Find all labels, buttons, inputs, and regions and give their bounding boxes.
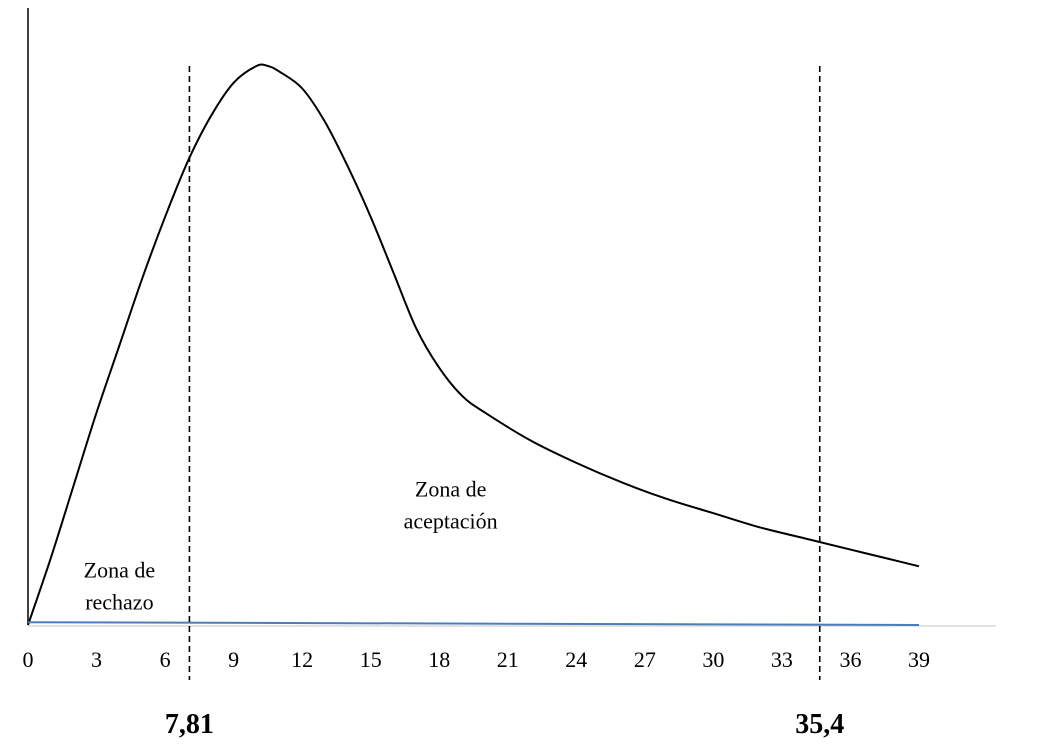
x-tick-label: 33 (771, 647, 793, 672)
zone-label-line: Zona de (84, 557, 155, 582)
axes (28, 8, 996, 626)
critical-lines: 7,81 35,4 (165, 66, 844, 740)
series-group (28, 65, 919, 625)
baseline-series (28, 622, 919, 625)
x-tick-label: 36 (839, 647, 861, 672)
acceptance-zone-label: Zona de aceptación (404, 476, 498, 533)
rejection-zone-label: Zona de rechazo (84, 557, 155, 614)
zone-annotations: Zona de rechazo Zona de aceptación (84, 476, 498, 614)
x-tick-label: 9 (228, 647, 239, 672)
x-tick-label: 30 (702, 647, 724, 672)
x-tick-label: 27 (634, 647, 656, 672)
zone-label-line: Zona de (415, 476, 486, 501)
x-tick-label: 24 (565, 647, 587, 672)
x-tick-label: 6 (160, 647, 171, 672)
x-tick-label: 21 (497, 647, 519, 672)
zone-label-line: rechazo (85, 589, 153, 614)
x-tick-label: 18 (428, 647, 450, 672)
zone-label-line: aceptación (404, 508, 498, 533)
x-tick-label: 0 (23, 647, 34, 672)
density-curve (28, 65, 919, 625)
critical-value-label: 35,4 (795, 709, 844, 740)
x-tick-label: 12 (291, 647, 313, 672)
x-tick-label: 39 (908, 647, 930, 672)
critical-value-label: 7,81 (165, 709, 214, 740)
x-tick-label: 3 (91, 647, 102, 672)
x-tick-labels: 0 3 6 9 12 15 18 21 24 27 30 33 36 39 (23, 647, 931, 672)
x-tick-label: 15 (360, 647, 382, 672)
